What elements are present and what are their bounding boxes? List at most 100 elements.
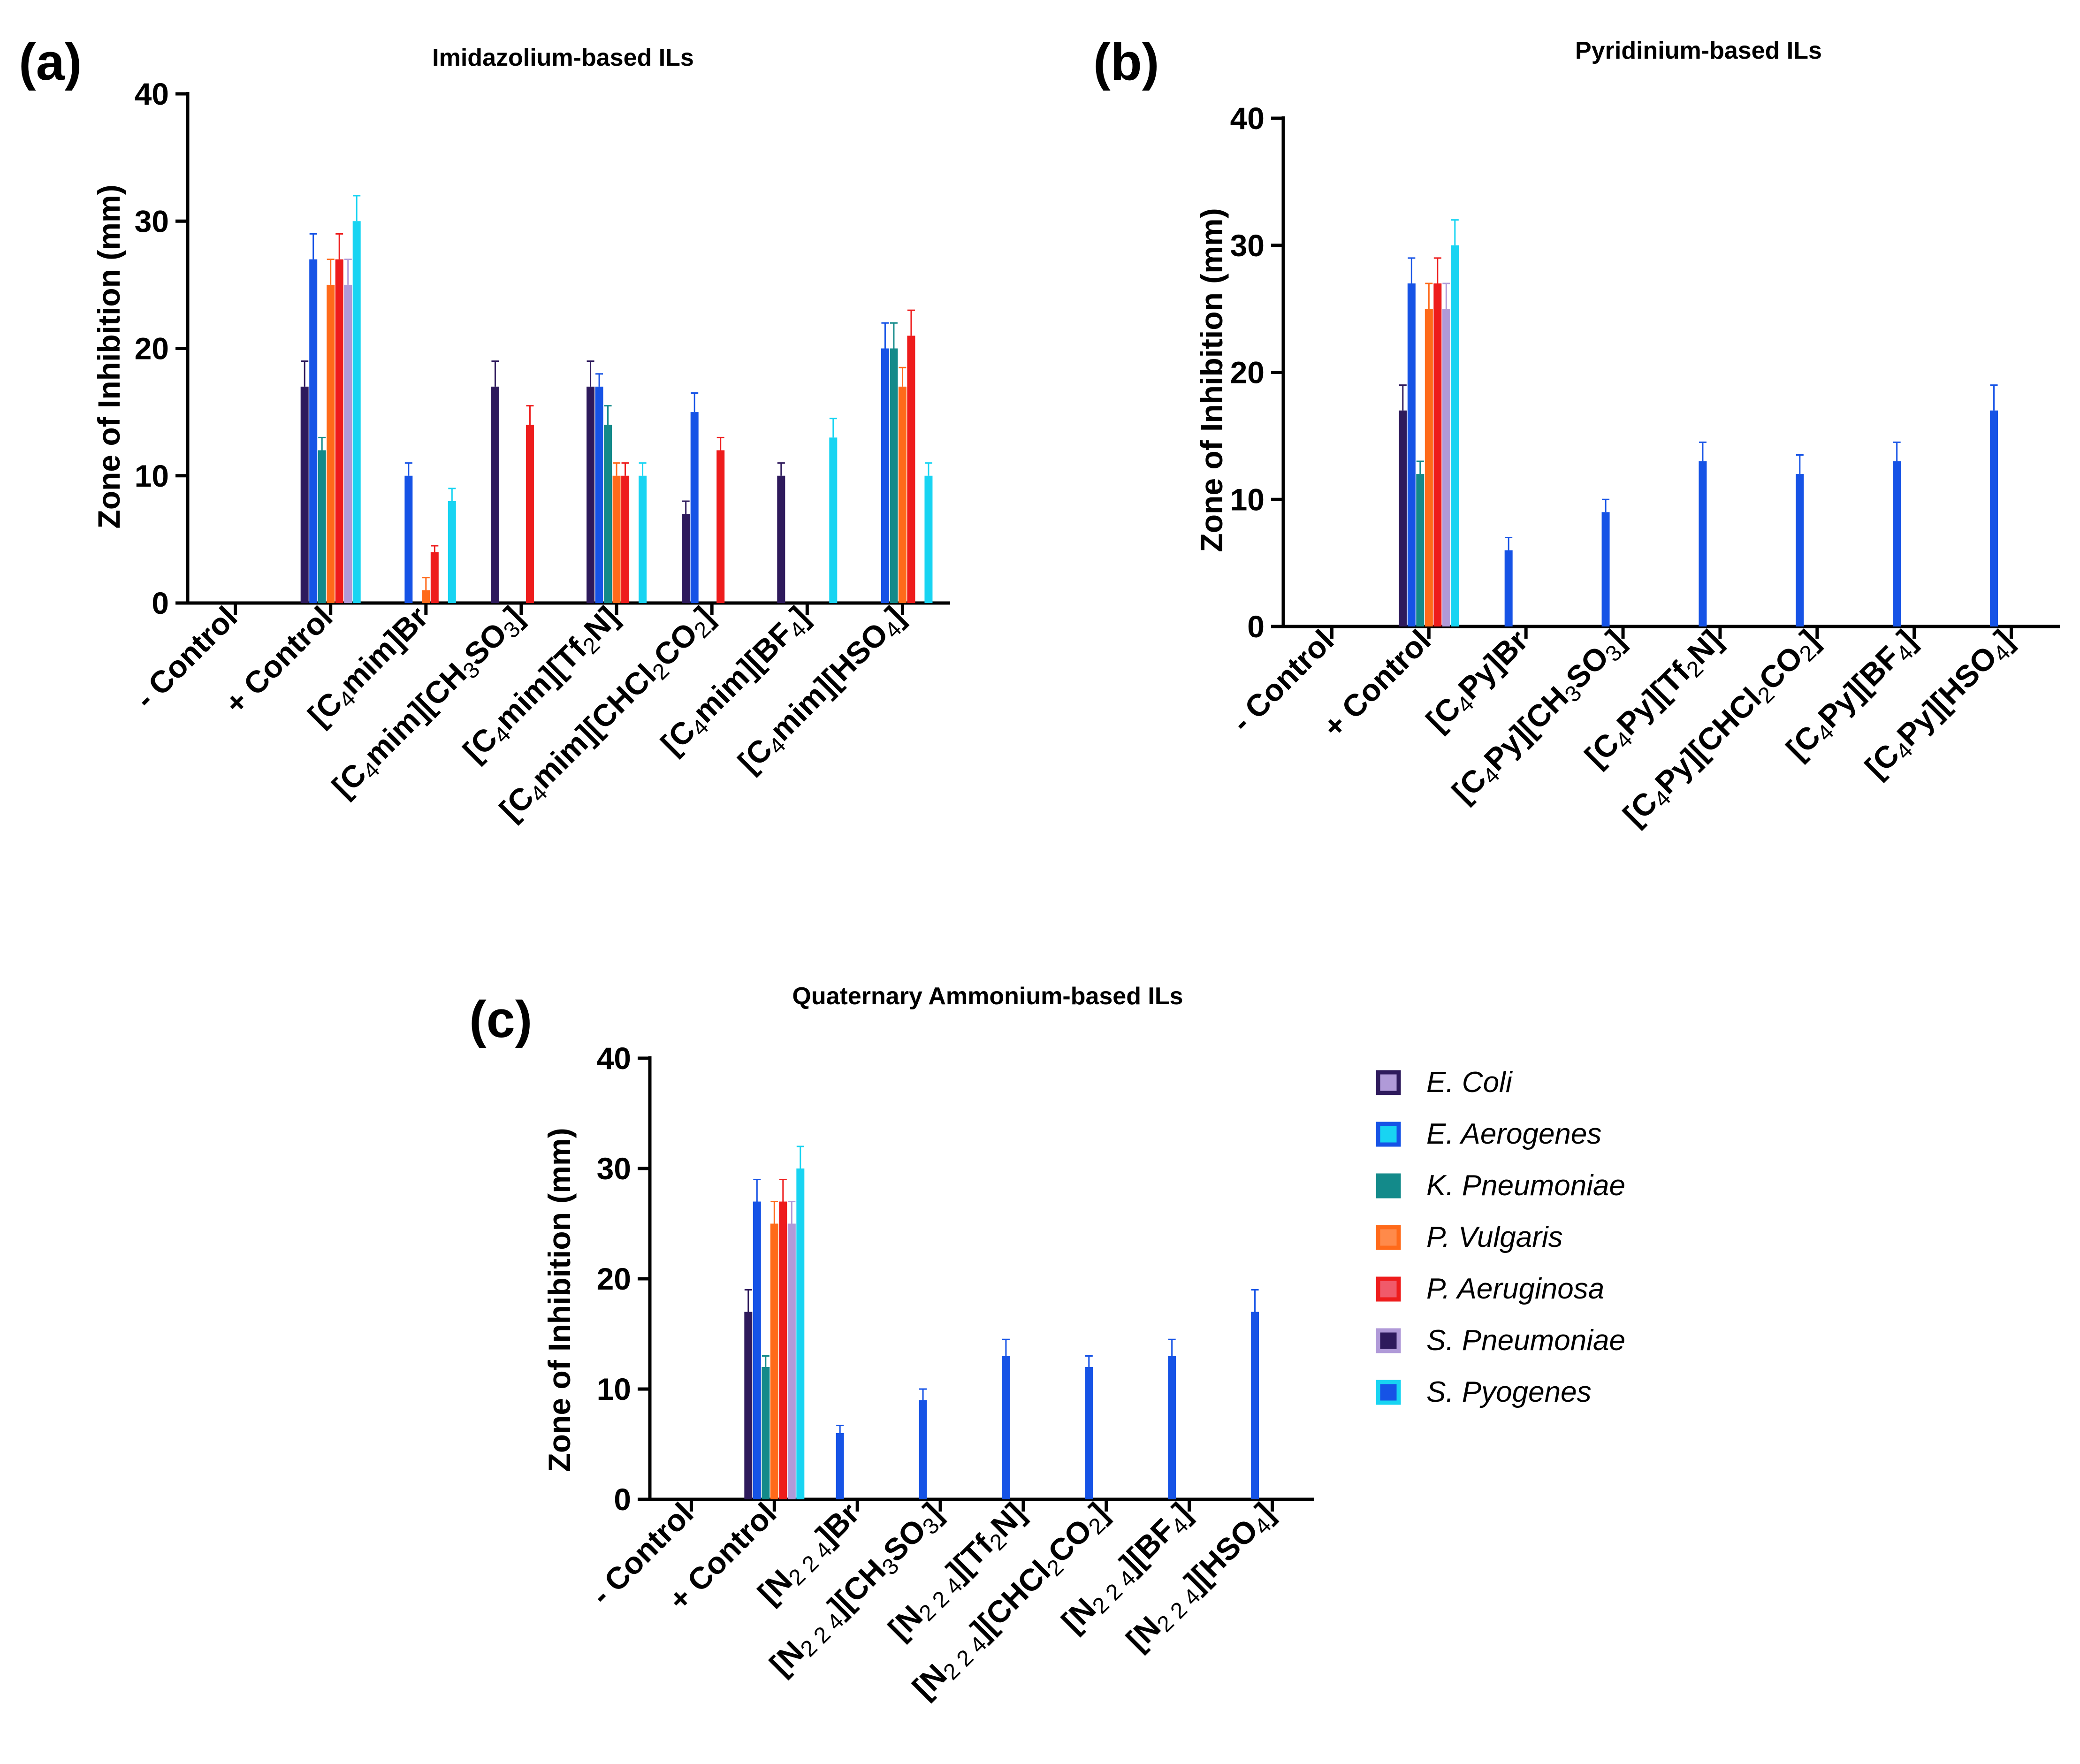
bar-k-pneumoniae-control <box>762 1367 770 1499</box>
legend-swatch <box>1376 1173 1401 1199</box>
legend-item-s-pyogenes: S. Pyogenes <box>1376 1376 1592 1408</box>
bar-k-pneumoniae-control <box>318 450 326 603</box>
legend-swatch <box>1376 1328 1401 1353</box>
bar-e-aerogenes-n224-bf4 <box>1168 1356 1176 1499</box>
panel-c-title: Quaternary Ammonium-based ILs <box>792 983 1183 1010</box>
bar-e-coli-c4mim-chcl2co2 <box>682 514 690 603</box>
panel-a: (a) Imidazolium-based ILs Zone of Inhibi… <box>19 33 950 827</box>
bar-e-aerogenes-control <box>753 1201 761 1499</box>
y-tick-label: 10 <box>1230 482 1265 517</box>
bar-p-aeruginosa-c4mim-tf2n <box>621 475 630 603</box>
y-tick-label: 30 <box>135 204 169 238</box>
legend-label: S. Pyogenes <box>1426 1376 1592 1408</box>
bar-p-aeruginosa-control <box>335 259 343 603</box>
bar-e-aerogenes-c4py-bf4 <box>1893 461 1901 626</box>
y-tick-label: 20 <box>1230 355 1265 390</box>
legend-item-p-aeruginosa: P. Aeruginosa <box>1376 1273 1604 1305</box>
legend-label: K. Pneumoniae <box>1426 1169 1625 1202</box>
bar-e-aerogenes-c4py-tf2n <box>1699 461 1707 626</box>
panel-b-label: (b) <box>1093 33 1159 91</box>
bar-s-pneumoniae-control <box>344 284 352 603</box>
bar-s-pyogenes-c4mim-hso4 <box>924 475 933 603</box>
y-tick-label: 10 <box>135 458 169 493</box>
bar-e-aerogenes-c4mim-br <box>404 475 413 603</box>
bar-e-coli-c4mim-bf4 <box>777 475 785 603</box>
panel-b: (b) Pyridinium-based ILs Zone of Inhibit… <box>1093 33 2060 832</box>
bar-p-aeruginosa-control <box>1433 283 1442 626</box>
legend-swatch <box>1376 1380 1401 1405</box>
y-tick-label: 10 <box>597 1372 631 1406</box>
y-tick-label: 20 <box>597 1261 631 1296</box>
bar-k-pneumoniae-c4mim-hso4 <box>890 348 898 603</box>
bar-e-aerogenes-c4mim-hso4 <box>881 348 889 603</box>
legend-swatch <box>1376 1070 1401 1095</box>
x-tick-label-c4py-ch3so3: [C4​Py][CH3​SO3​] <box>1445 623 1634 812</box>
bar-s-pyogenes-control <box>796 1168 805 1499</box>
legend-item-k-pneumoniae: K. Pneumoniae <box>1376 1169 1625 1202</box>
bar-p-aeruginosa-c4mim-chcl2co2 <box>716 450 725 603</box>
legend-item-e-aerogenes: E. Aerogenes <box>1376 1118 1601 1150</box>
bar-e-aerogenes-c4py-br <box>1504 550 1513 626</box>
bar-e-aerogenes-control <box>309 259 318 603</box>
panel-a-title: Imidazolium-based ILs <box>432 44 694 71</box>
legend-label: P. Aeruginosa <box>1426 1273 1604 1305</box>
bar-e-aerogenes-c4py-chcl2co2 <box>1796 474 1804 626</box>
bar-s-pyogenes-c4mim-br <box>448 501 456 603</box>
bar-e-coli-control <box>300 386 309 603</box>
panel-c-y-axis-title: Zone of Inhibition (mm) <box>542 1128 577 1472</box>
bar-e-aerogenes-c4py-ch3so3 <box>1601 512 1610 626</box>
bar-e-aerogenes-c4mim-chcl2co2 <box>690 412 699 603</box>
bar-e-coli-control <box>744 1312 753 1499</box>
x-tick-label-control: + Control <box>1316 623 1437 744</box>
bar-s-pyogenes-control <box>1451 245 1459 626</box>
legend-item-s-pneumoniae: S. Pneumoniae <box>1376 1324 1625 1357</box>
x-tick-label-c4mim-hso4: [C4​mim][HSO4​] <box>731 600 914 782</box>
bar-e-aerogenes-n224-br <box>836 1433 844 1499</box>
legend-label: S. Pneumoniae <box>1426 1324 1625 1357</box>
y-tick-label: 30 <box>597 1151 631 1186</box>
bar-p-aeruginosa-c4mim-br <box>430 552 439 603</box>
bar-s-pneumoniae-control <box>1442 309 1450 626</box>
bar-p-vulgaris-c4mim-br <box>422 590 430 603</box>
y-tick-label: 20 <box>135 331 169 366</box>
bar-p-vulgaris-control <box>770 1223 778 1499</box>
bar-s-pneumoniae-control <box>787 1223 796 1499</box>
bar-e-aerogenes-control <box>1407 283 1416 626</box>
bar-e-aerogenes-n224-chcl2co2 <box>1085 1367 1093 1499</box>
legend-label: E. Aerogenes <box>1426 1118 1601 1150</box>
bar-p-vulgaris-c4mim-tf2n <box>612 475 621 603</box>
bar-e-aerogenes-n224-hso4 <box>1251 1312 1259 1499</box>
bar-k-pneumoniae-control <box>1416 474 1425 626</box>
bar-e-aerogenes-c4mim-tf2n <box>595 386 603 603</box>
bar-e-aerogenes-n224-tf2n <box>1002 1356 1010 1499</box>
bar-e-coli-control <box>1399 410 1407 626</box>
panel-a-y-axis-title: Zone of Inhibition (mm) <box>91 184 126 528</box>
y-tick-label: 0 <box>152 586 169 620</box>
panel-a-label: (a) <box>19 33 82 91</box>
legend-swatch <box>1376 1225 1401 1250</box>
y-tick-label: 0 <box>614 1482 631 1517</box>
y-tick-label: 40 <box>135 76 169 111</box>
bar-p-vulgaris-c4mim-hso4 <box>898 386 907 603</box>
panel-b-y-axis-title: Zone of Inhibition (mm) <box>1194 208 1229 552</box>
y-tick-label: 30 <box>1230 228 1265 263</box>
bar-s-pyogenes-control <box>352 221 361 603</box>
y-tick-label: 40 <box>1230 101 1265 136</box>
bar-e-coli-c4mim-ch3so3 <box>491 386 499 603</box>
bar-e-aerogenes-c4py-hso4 <box>1990 410 1998 626</box>
bar-s-pyogenes-c4mim-bf4 <box>829 437 838 603</box>
bar-p-aeruginosa-control <box>779 1201 787 1499</box>
bar-e-coli-c4mim-tf2n <box>587 386 595 603</box>
x-tick-label-n224-hso4: [N2 2 4​][HSO4​] <box>1120 1496 1284 1660</box>
legend-swatch <box>1376 1276 1401 1302</box>
y-tick-label: 0 <box>1247 609 1265 644</box>
legend-swatch <box>1376 1122 1401 1147</box>
bar-p-vulgaris-control <box>327 284 335 603</box>
bar-k-pneumoniae-c4mim-tf2n <box>604 425 612 603</box>
panel-c: (c) Quaternary Ammonium-based ILs Zone o… <box>469 983 1314 1705</box>
panel-c-label: (c) <box>469 991 532 1048</box>
legend-item-p-vulgaris: P. Vulgaris <box>1376 1221 1563 1253</box>
